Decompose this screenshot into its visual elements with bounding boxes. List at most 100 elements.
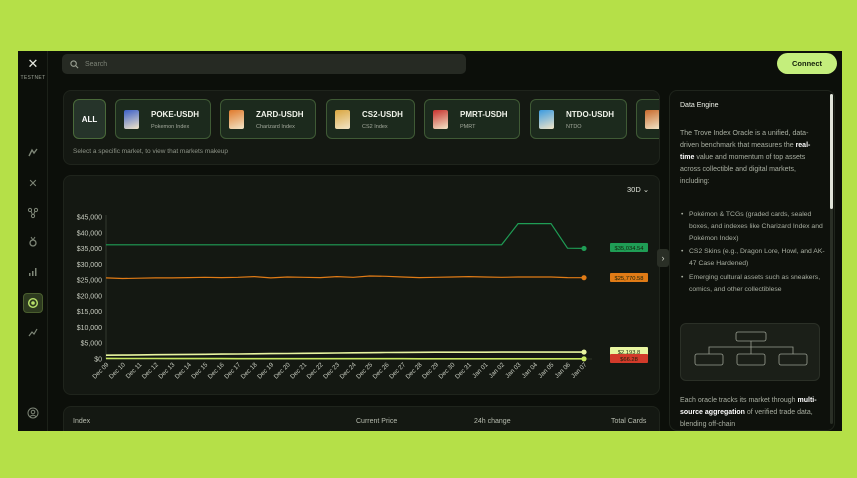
column-total-cards: Total Cards bbox=[611, 418, 647, 425]
y-tick-label: $15,000 bbox=[77, 309, 102, 316]
market-thumbnail bbox=[335, 110, 350, 129]
series-end-point-1 bbox=[581, 275, 587, 281]
x-tick-label: Dec 23 bbox=[322, 361, 341, 380]
x-tick-label: Jan 06 bbox=[554, 361, 573, 380]
market-card-next[interactable] bbox=[636, 99, 659, 139]
x-tick-label: Dec 24 bbox=[339, 361, 358, 380]
markets-helper-text: Select a specific market, to view that m… bbox=[73, 148, 228, 155]
x-tick-label: Jan 04 bbox=[521, 361, 540, 380]
value-label: $2,193.8 bbox=[618, 350, 641, 356]
x-tick-label: Dec 09 bbox=[91, 361, 110, 380]
logo-text: TESTNET bbox=[20, 75, 46, 81]
bullet-item: CS2 Skins (e.g., Dragon Lore, Howl, and … bbox=[680, 246, 826, 270]
column-current-price: Current Price bbox=[356, 418, 398, 425]
market-name: ZARD-USDH bbox=[256, 110, 304, 119]
x-tick-label: Dec 10 bbox=[108, 361, 127, 380]
market-name: CS2-USDH bbox=[362, 110, 403, 119]
analytics-icon[interactable] bbox=[23, 322, 43, 342]
all-markets-button[interactable]: ALL bbox=[73, 99, 106, 139]
value-label-box bbox=[610, 354, 648, 363]
market-card-zard-usdh[interactable]: ZARD-USDH Charizard Index bbox=[220, 99, 316, 139]
y-tick-label: $30,000 bbox=[77, 262, 102, 269]
markets-icon[interactable]: ✕ bbox=[28, 177, 38, 190]
value-label: $25,770.58 bbox=[614, 276, 643, 282]
search-placeholder: Search bbox=[85, 60, 108, 68]
x-tick-label: Jan 01 bbox=[471, 361, 490, 380]
network-icon[interactable] bbox=[23, 203, 43, 223]
oracle-diagram-image bbox=[680, 323, 820, 381]
market-card-poke-usdh[interactable]: POKE-USDH Pokemon Index bbox=[115, 99, 211, 139]
x-tick-label: Dec 22 bbox=[306, 361, 325, 380]
y-tick-label: $25,000 bbox=[77, 278, 102, 285]
x-tick-label: Dec 18 bbox=[240, 361, 259, 380]
connect-button[interactable]: Connect bbox=[777, 53, 837, 74]
column-24h-change: 24h change bbox=[474, 418, 511, 425]
series-end-point-2 bbox=[581, 349, 587, 355]
dashboard-icon[interactable] bbox=[23, 143, 43, 163]
market-subtitle: Pokemon Index bbox=[151, 124, 190, 130]
logo-icon[interactable]: ✕ bbox=[27, 56, 39, 71]
y-tick-label: $20,000 bbox=[77, 293, 102, 300]
market-card-cs2-usdh[interactable]: CS2-USDH CS2 Index bbox=[326, 99, 415, 139]
series-line-2 bbox=[105, 351, 584, 356]
x-tick-label: Dec 26 bbox=[372, 361, 391, 380]
scrollbar-thumb[interactable] bbox=[830, 94, 833, 209]
market-card-ntdo-usdh[interactable]: NTDO-USDH NTDO bbox=[530, 99, 627, 139]
panel-title: Data Engine bbox=[680, 102, 719, 109]
x-tick-label: Dec 19 bbox=[256, 361, 275, 380]
x-tick-label: Jan 02 bbox=[488, 361, 507, 380]
range-label: 30D bbox=[627, 185, 641, 194]
search-input[interactable]: Search bbox=[62, 54, 466, 74]
engine-intro: The Trove Index Oracle is a unified, dat… bbox=[680, 130, 811, 185]
market-thumbnail bbox=[433, 110, 448, 129]
x-tick-label: Jan 05 bbox=[537, 361, 556, 380]
x-tick-label: Jan 07 bbox=[570, 361, 589, 380]
chevron-down-icon: ⌄ bbox=[642, 185, 650, 194]
market-thumbnail bbox=[124, 110, 139, 129]
x-tick-label: Dec 12 bbox=[141, 361, 160, 380]
y-tick-label: $10,000 bbox=[77, 325, 102, 332]
x-tick-label: Dec 20 bbox=[273, 361, 292, 380]
value-label: $35,034.54 bbox=[614, 246, 644, 252]
oracle-icon[interactable] bbox=[23, 293, 43, 313]
market-subtitle: NTDO bbox=[566, 124, 582, 130]
column-index: Index bbox=[73, 418, 91, 425]
badge-icon[interactable] bbox=[23, 232, 43, 252]
app-window: ✕ TESTNET ✕ Search Connect ALL POK bbox=[18, 51, 842, 431]
x-tick-label: Dec 25 bbox=[355, 361, 374, 380]
price-chart: $0 $5,000 $10,000 $15,000 $20,000 $25,000 $30,… bbox=[77, 215, 648, 381]
engine-bullets: Pokémon & TCGs (graded cards, sealed box… bbox=[680, 209, 826, 298]
y-tick-label: $40,000 bbox=[77, 230, 102, 237]
y-tick-label: $0 bbox=[94, 357, 102, 364]
scrollbar-track[interactable] bbox=[830, 94, 833, 424]
search-icon bbox=[70, 59, 79, 68]
data-engine-panel: Data Engine The Trove Index Oracle is a … bbox=[669, 90, 835, 431]
x-tick-label: Dec 15 bbox=[190, 361, 209, 380]
market-thumbnail bbox=[229, 110, 244, 129]
x-tick-label: Dec 21 bbox=[289, 361, 308, 380]
market-name: NTDO-USDH bbox=[566, 110, 614, 119]
bullet-item: Emerging cultural assets such as sneaker… bbox=[680, 272, 826, 296]
market-name: PMRT-USDH bbox=[460, 110, 508, 119]
x-tick-label: Dec 31 bbox=[454, 361, 473, 380]
x-tick-label: Dec 17 bbox=[223, 361, 242, 380]
x-tick-label: Jan 03 bbox=[504, 361, 523, 380]
market-card-pmrt-usdh[interactable]: PMRT-USDH PMRT bbox=[424, 99, 520, 139]
market-subtitle: Charizard Index bbox=[256, 124, 295, 130]
stats-icon[interactable] bbox=[23, 262, 43, 282]
chevron-right-icon: › bbox=[661, 253, 665, 263]
value-label-box bbox=[610, 347, 648, 356]
market-thumbnail bbox=[539, 110, 554, 129]
sidebar: ✕ TESTNET ✕ bbox=[18, 51, 48, 431]
x-tick-label: Dec 14 bbox=[174, 361, 193, 380]
x-tick-label: Dec 29 bbox=[421, 361, 440, 380]
series-end-point-0 bbox=[581, 245, 587, 252]
range-dropdown[interactable]: 30D ⌄ bbox=[627, 185, 649, 194]
value-label: $66.28 bbox=[620, 357, 638, 363]
user-icon[interactable] bbox=[23, 403, 43, 423]
markets-panel: ALL POKE-USDH Pokemon Index ZARD-USDH Chari… bbox=[63, 90, 660, 165]
x-tick-label: Dec 16 bbox=[207, 361, 226, 380]
bullet-item: Pokémon & TCGs (graded cards, sealed box… bbox=[680, 209, 826, 244]
collapse-panel-button[interactable]: › bbox=[657, 249, 669, 267]
market-name: POKE-USDH bbox=[151, 110, 200, 119]
